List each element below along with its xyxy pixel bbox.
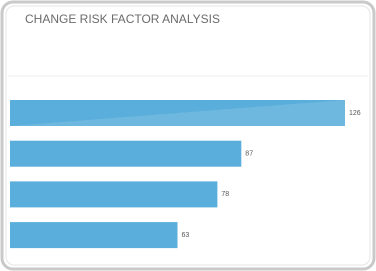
value-label: 63 [182,232,190,239]
value-label: 126 [349,110,361,117]
bar [10,222,178,249]
bar-sheen [10,100,345,126]
bar [10,181,218,208]
chart-title: CHANGE RISK FACTOR ANALYSIS [25,12,220,26]
bar [10,140,242,167]
value-label: 78 [221,191,229,198]
value-label: 87 [245,151,253,158]
